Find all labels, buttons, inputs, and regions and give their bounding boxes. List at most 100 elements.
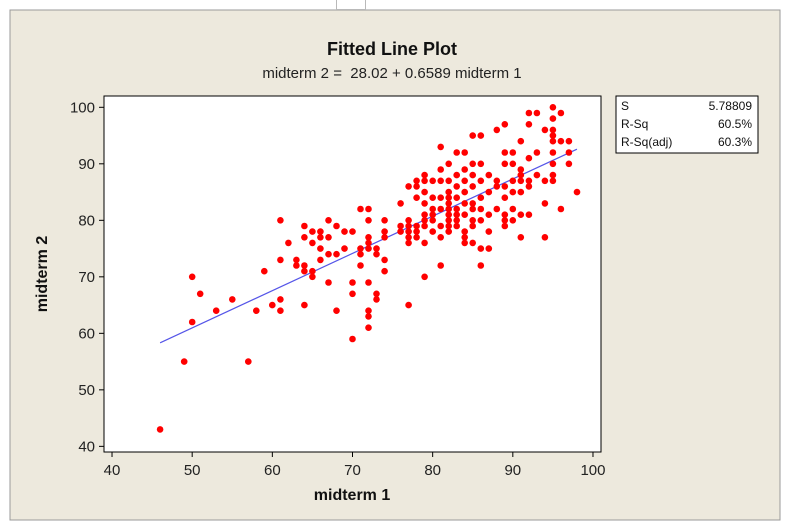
data-point	[325, 234, 332, 241]
data-point	[445, 222, 453, 230]
data-point	[317, 245, 324, 252]
data-point	[405, 217, 412, 224]
data-point	[373, 290, 380, 298]
data-point	[509, 160, 517, 168]
data-point	[485, 245, 493, 252]
data-point	[437, 222, 445, 230]
data-point	[188, 273, 196, 281]
data-point	[549, 104, 557, 111]
data-point	[549, 126, 557, 134]
data-point	[309, 273, 316, 281]
data-point	[525, 183, 533, 190]
data-point	[437, 262, 445, 269]
data-point	[277, 296, 284, 303]
data-point	[437, 234, 445, 241]
data-point	[381, 228, 388, 235]
x-axis-label: midterm 1	[314, 487, 391, 504]
data-point	[509, 205, 517, 213]
data-point	[525, 177, 533, 185]
data-point	[485, 188, 493, 196]
data-point	[301, 222, 308, 230]
data-point	[493, 183, 501, 190]
data-point	[565, 160, 573, 168]
data-point	[349, 228, 356, 235]
data-point	[293, 262, 300, 269]
data-point	[549, 160, 557, 168]
data-point	[365, 324, 372, 332]
x-tick-label: 60	[264, 462, 281, 479]
data-point	[469, 205, 477, 213]
x-tick-label: 100	[580, 462, 605, 479]
data-point	[541, 234, 549, 241]
stat-rsq-adj-value: 60.3%	[718, 135, 752, 149]
x-tick-label: 50	[184, 462, 201, 479]
y-axis-ticks: 40 50 60 70 80 90 100	[70, 99, 104, 455]
data-point	[477, 205, 485, 213]
data-point	[196, 290, 204, 298]
data-point	[365, 205, 372, 213]
data-point	[365, 313, 372, 320]
data-point	[333, 222, 340, 230]
data-point	[325, 217, 332, 224]
data-point	[469, 132, 477, 139]
data-point	[445, 205, 453, 213]
data-point	[437, 205, 445, 213]
data-point	[565, 149, 573, 156]
data-point	[461, 239, 469, 247]
stat-rsq-value: 60.5%	[718, 117, 752, 131]
data-point	[485, 228, 493, 235]
data-point	[501, 149, 509, 156]
data-point	[349, 335, 356, 343]
data-point	[493, 126, 501, 134]
data-point	[485, 171, 493, 179]
data-point	[421, 273, 428, 281]
x-axis-ticks: 40 50 60 70 80 90 100	[104, 452, 605, 479]
data-point	[252, 307, 260, 315]
x-tick-label: 40	[104, 462, 121, 479]
data-point	[461, 228, 469, 235]
data-point	[533, 149, 541, 156]
data-point	[301, 262, 308, 269]
data-point	[549, 115, 557, 122]
data-point	[469, 222, 477, 230]
data-points	[156, 104, 581, 433]
data-point	[421, 188, 428, 196]
data-point	[405, 234, 412, 241]
data-point	[549, 132, 557, 139]
data-point	[501, 160, 509, 168]
data-point	[565, 137, 573, 145]
stats-box: S 5.78809 R-Sq 60.5% R-Sq(adj) 60.3%	[615, 95, 759, 154]
data-point	[453, 217, 461, 224]
data-point	[373, 296, 380, 303]
data-point	[333, 250, 340, 258]
data-point	[517, 211, 525, 218]
data-point	[405, 239, 412, 247]
top-tab	[336, 0, 366, 10]
data-point	[573, 188, 581, 196]
data-point	[461, 200, 469, 207]
data-point	[477, 262, 485, 269]
data-point	[325, 279, 332, 286]
data-point	[453, 171, 461, 179]
data-point	[453, 222, 461, 230]
data-point	[381, 217, 388, 224]
data-point	[461, 234, 469, 241]
data-point	[517, 137, 525, 145]
data-point	[477, 132, 485, 139]
data-point	[301, 234, 308, 241]
data-point	[445, 211, 453, 218]
data-point	[493, 205, 501, 213]
data-point	[485, 211, 493, 218]
stats-box-border	[615, 95, 759, 154]
data-point	[517, 234, 525, 241]
plot-area	[103, 95, 602, 453]
data-point	[557, 137, 565, 145]
y-tick-label: 70	[78, 269, 95, 286]
data-point	[277, 217, 284, 224]
data-point	[469, 171, 477, 179]
data-point	[469, 183, 477, 190]
data-point	[381, 234, 388, 241]
data-point	[517, 166, 525, 173]
x-tick-label: 90	[504, 462, 521, 479]
